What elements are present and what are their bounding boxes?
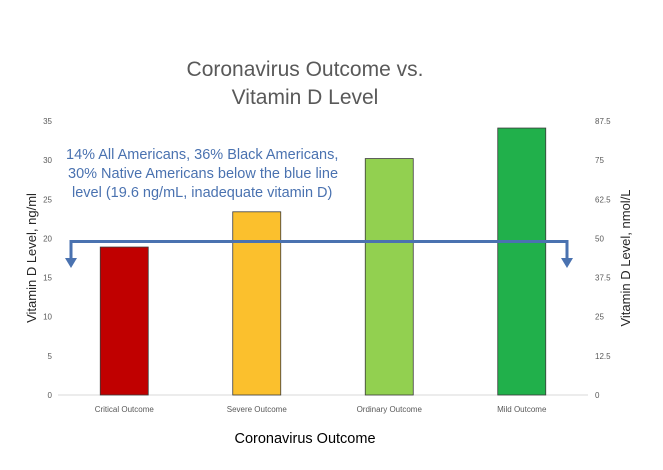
x-axis-title: Coronavirus Outcome (234, 431, 375, 447)
annotation-text-line: level (19.6 ng/mL, inadequate vitamin D) (72, 185, 332, 201)
x-tick-label: Ordinary Outcome (357, 405, 423, 414)
bar (99, 246, 149, 396)
annotation-text-line: 30% Native Americans below the blue line (68, 166, 338, 182)
y2-tick-label: 62.5 (595, 195, 611, 204)
y-tick-label: 15 (43, 274, 52, 283)
bar (232, 211, 282, 396)
chart-title-line: Coronavirus Outcome vs. (187, 58, 424, 81)
y-tick-label: 5 (48, 352, 53, 361)
y2-tick-label: 87.5 (595, 117, 611, 126)
y2-tick-label: 12.5 (595, 352, 611, 361)
threshold-line (69, 240, 569, 260)
y-axis-title: Vitamin D Level, ng/ml (24, 193, 39, 323)
x-tick-label: Critical Outcome (95, 405, 155, 414)
y2-tick-label: 25 (595, 313, 604, 322)
threshold-arrow-left (65, 258, 77, 268)
y2-tick-label: 37.5 (595, 274, 611, 283)
y-tick-label: 25 (43, 195, 52, 204)
y-tick-label: 35 (43, 117, 52, 126)
y-tick-label: 10 (43, 313, 52, 322)
x-tick-label: Severe Outcome (227, 405, 288, 414)
bar (364, 158, 414, 396)
y2-tick-label: 50 (595, 234, 604, 243)
y2-tick-label: 75 (595, 156, 604, 165)
y-tick-label: 30 (43, 156, 52, 165)
threshold-arrow-right (561, 258, 573, 268)
y2-axis-title: Vitamin D Level, nmol/L (618, 189, 633, 326)
chart-title-line: Vitamin D Level (232, 86, 379, 109)
y-tick-label: 0 (48, 391, 53, 400)
annotation-text-line: 14% All Americans, 36% Black Americans, (66, 147, 338, 163)
bar (497, 127, 547, 396)
y-tick-label: 20 (43, 234, 52, 243)
x-tick-label: Mild Outcome (497, 405, 547, 414)
y2-tick-label: 0 (595, 391, 600, 400)
